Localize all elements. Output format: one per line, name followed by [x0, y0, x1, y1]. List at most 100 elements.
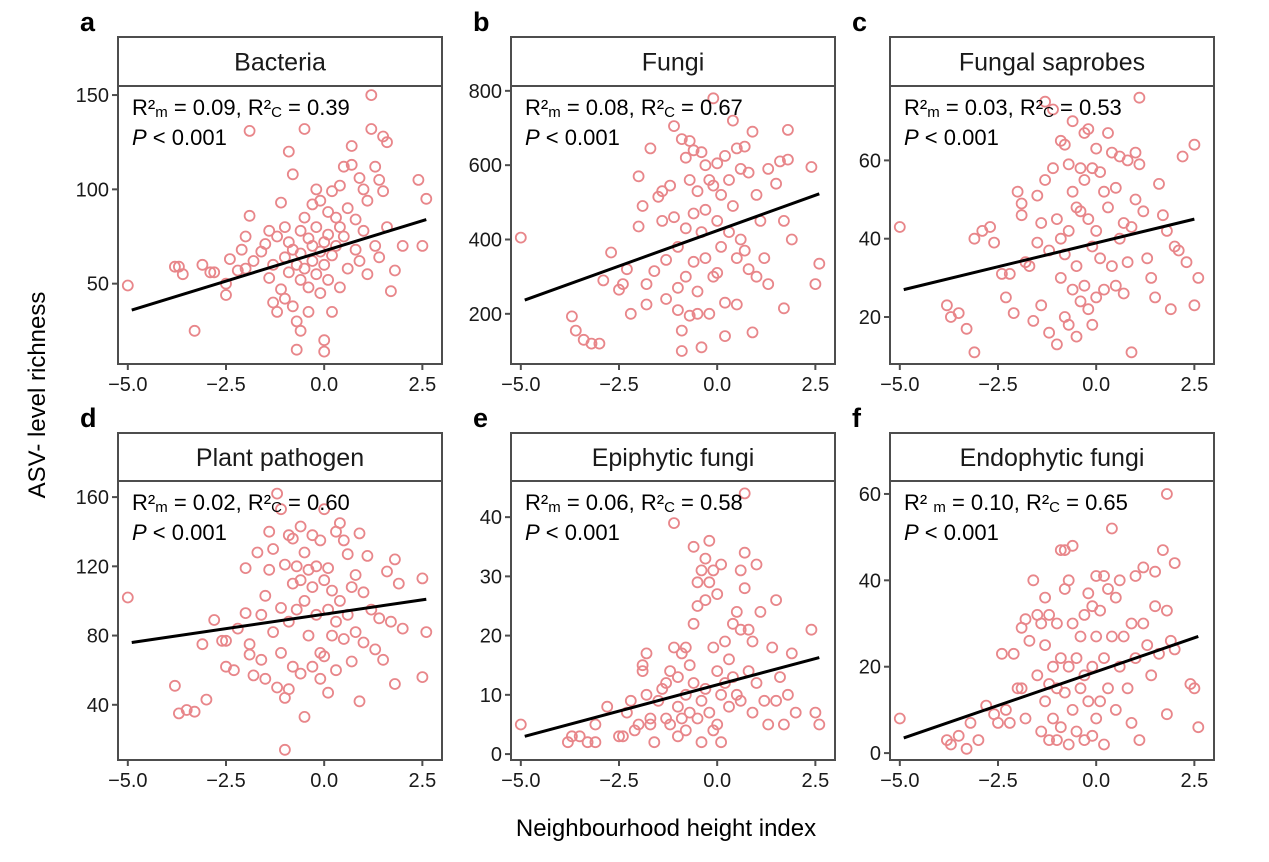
data-point: [1125, 221, 1138, 233]
data-point: [1039, 591, 1051, 604]
data-point: [168, 260, 181, 273]
r2m-label: R²: [132, 490, 155, 515]
data-point: [778, 302, 790, 315]
data-point: [632, 170, 645, 183]
data-point: [1098, 185, 1110, 198]
data-point: [644, 142, 657, 155]
data-point: [1082, 587, 1095, 600]
x-tick-label: −2.5: [206, 770, 245, 792]
data-point: [345, 140, 358, 152]
x-tick-label: −2.5: [599, 374, 638, 396]
data-point: [1027, 314, 1040, 327]
data-point: [1082, 123, 1095, 136]
p-label: P: [132, 520, 147, 545]
data-point: [636, 200, 649, 212]
data-point: [774, 155, 786, 168]
data-point: [809, 706, 822, 719]
data-point: [1125, 717, 1138, 729]
y-tick-label: 80: [87, 626, 109, 648]
data-point: [742, 263, 755, 276]
data-point: [1051, 338, 1063, 351]
p-value: < 0.001: [540, 520, 620, 545]
data-point: [687, 617, 700, 630]
facet-strip: [510, 36, 836, 87]
data-point: [1007, 647, 1020, 660]
data-point: [683, 706, 696, 719]
facet-title: Epiphytic fungi: [592, 444, 755, 472]
data-point: [589, 718, 602, 731]
data-point: [271, 230, 284, 243]
y-tick-label: 200: [469, 304, 502, 326]
data-point: [805, 623, 818, 636]
data-point: [278, 292, 291, 305]
data-point: [719, 149, 731, 162]
data-point: [893, 221, 906, 233]
data-point: [1125, 617, 1138, 630]
r2c-value: = 0.39: [282, 95, 350, 120]
facet-strip: [510, 432, 836, 482]
data-point: [691, 285, 704, 298]
data-point: [1090, 712, 1103, 725]
data-point: [640, 278, 653, 291]
data-point: [782, 153, 794, 166]
data-point: [298, 211, 311, 224]
data-point: [353, 527, 366, 540]
r2m-label: R²: [525, 490, 548, 515]
x-tick-label: 2.5: [408, 770, 436, 792]
data-point: [1054, 721, 1067, 734]
data-point: [396, 622, 409, 635]
facet-title: Plant pathogen: [196, 444, 364, 472]
data-point: [1070, 652, 1083, 664]
data-point: [1074, 630, 1087, 643]
data-point: [601, 700, 614, 713]
data-point: [750, 188, 763, 201]
data-point: [672, 700, 684, 713]
panel-c: c Fungal saprobes R²m = 0.03, R²C = 0.53 P …: [852, 7, 1215, 396]
data-point: [239, 562, 252, 574]
data-point: [286, 300, 299, 313]
data-point: [734, 233, 747, 246]
data-point: [941, 299, 953, 312]
data-point: [298, 123, 311, 135]
data-point: [711, 665, 724, 677]
data-point: [968, 232, 981, 245]
data-point: [1066, 617, 1079, 630]
data-point: [384, 615, 397, 628]
data-point: [632, 718, 645, 731]
r2m-value: = 0.10, R²: [946, 490, 1049, 515]
data-point: [278, 743, 291, 756]
x-tick-label: 0.0: [1082, 374, 1110, 396]
data-point: [778, 718, 790, 731]
data-point: [945, 738, 957, 751]
x-axis-title: Neighbourhood height index: [516, 815, 816, 842]
x-tick-label: −5.0: [501, 374, 540, 396]
data-point: [715, 188, 727, 201]
data-point: [730, 252, 743, 265]
data-point: [1106, 260, 1118, 273]
data-point: [691, 600, 704, 612]
data-point: [353, 695, 366, 708]
data-point: [1047, 660, 1059, 673]
data-point: [1102, 682, 1114, 695]
data-point: [282, 266, 295, 279]
data-point: [679, 641, 692, 654]
data-point: [758, 252, 771, 265]
x-tick-label: 2.5: [1180, 374, 1208, 396]
data-point: [1133, 158, 1146, 171]
data-point: [290, 560, 303, 573]
data-point: [1129, 570, 1142, 582]
scatter-points: [514, 92, 826, 357]
data-point: [1054, 652, 1067, 664]
x-tick-label: 0.0: [703, 770, 731, 792]
data-point: [730, 142, 743, 155]
data-point: [1031, 189, 1044, 202]
p-value: < 0.001: [919, 520, 999, 545]
regression-line: [903, 217, 1195, 292]
data-point: [675, 712, 688, 725]
data-point: [318, 650, 331, 663]
x-tick-label: −5.0: [880, 374, 919, 396]
data-point: [333, 595, 346, 607]
data-point: [330, 615, 342, 628]
